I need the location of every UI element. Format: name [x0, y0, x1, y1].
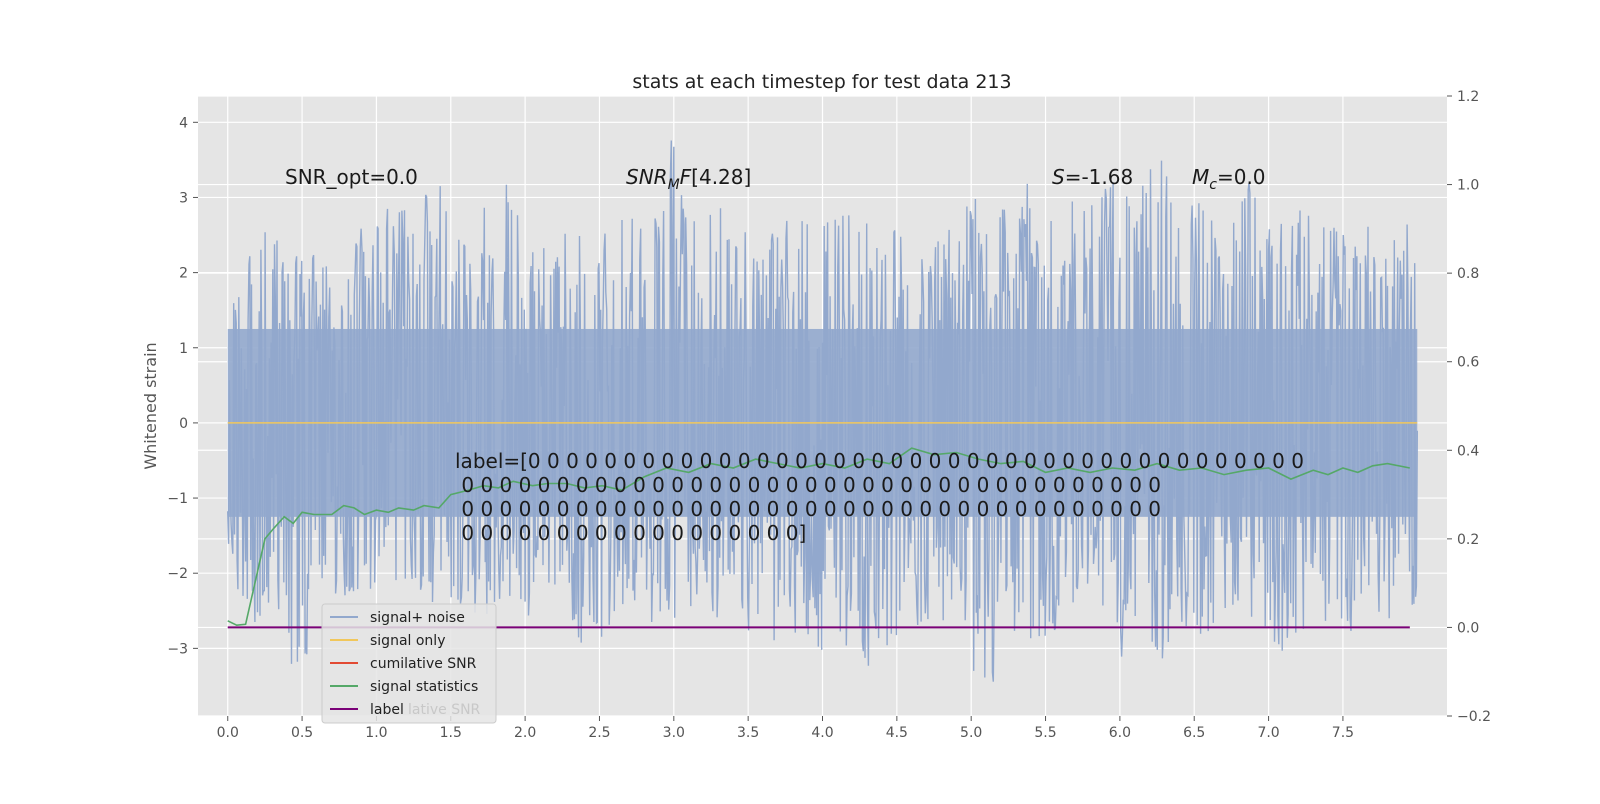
y2-tick-label: 0.6 — [1457, 355, 1479, 371]
x-tick-label: 0.5 — [291, 725, 313, 741]
x-tick-label: 6.0 — [1109, 725, 1131, 741]
y2-tick-label: 0.4 — [1457, 443, 1479, 459]
snr-opt-annotation: SNR_opt=0.0 — [285, 165, 418, 189]
legend-label-cumulative-snr: cumilative SNR — [370, 656, 477, 672]
x-tick-label: 1.0 — [365, 725, 387, 741]
x-tick-label: 0.0 — [217, 725, 239, 741]
snr-mf-annotation: SNRMF[4.28] — [626, 165, 751, 193]
y-tick-label: 4 — [179, 115, 188, 131]
legend-label-signal-statistics: signal statistics — [370, 679, 478, 695]
legend-label-signal-noise: signal+ noise — [370, 610, 465, 626]
legend-ghost-text: lative SNR — [408, 702, 481, 718]
legend-label-signal-only: signal only — [370, 633, 445, 649]
label-array-line-2: 0 0 0 0 0 0 0 0 0 0 0 0 0 0 0 0 0 0 0 0 … — [455, 473, 1161, 497]
y2-axis-ticks: −0.2 0.0 0.2 0.4 0.6 0.8 1.0 1.2 — [1447, 89, 1491, 725]
x-tick-label: 6.5 — [1183, 725, 1205, 741]
s-value: =-1.68 — [1065, 165, 1134, 189]
y2-tick-label: 1.0 — [1457, 178, 1479, 194]
label-array-line-4: 0 0 0 0 0 0 0 0 0 0 0 0 0 0 0 0 0 0] — [455, 521, 806, 545]
x-tick-label: 7.0 — [1257, 725, 1279, 741]
x-tick-label: 2.0 — [514, 725, 536, 741]
y2-tick-label: 0.8 — [1457, 266, 1479, 282]
y-tick-label: 3 — [179, 190, 188, 206]
signal-statistics-line — [227, 447, 1410, 627]
y-tick-label: 2 — [179, 266, 188, 282]
x-tick-label: 3.0 — [663, 725, 685, 741]
y2-tick-label: 0.0 — [1457, 620, 1479, 636]
x-axis-ticks: 0.0 0.5 1.0 1.5 2.0 2.5 3.0 3.5 4.0 4.5 5.0 5.5 6.0 6… — [217, 716, 1354, 741]
x-tick-label: 1.5 — [440, 725, 462, 741]
y-tick-label: −3 — [167, 641, 188, 657]
y-tick-label: −2 — [167, 566, 188, 582]
x-tick-label: 7.5 — [1332, 725, 1354, 741]
mc-value: =0.0 — [1217, 165, 1266, 189]
y-tick-label: 0 — [179, 416, 188, 432]
legend-label-label: label — [370, 702, 404, 718]
label-array-line-3: 0 0 0 0 0 0 0 0 0 0 0 0 0 0 0 0 0 0 0 0 … — [455, 497, 1161, 521]
y-tick-label: 1 — [179, 341, 188, 357]
legend: signal+ noise signal only cumilative SNR… — [321, 603, 497, 724]
x-tick-label: 4.5 — [886, 725, 908, 741]
x-tick-label: 4.0 — [811, 725, 833, 741]
x-tick-label: 2.5 — [588, 725, 610, 741]
snr-mf-value: [4.28] — [691, 165, 751, 189]
x-tick-label: 5.0 — [960, 725, 982, 741]
s-annotation: S=-1.68 — [1052, 165, 1133, 189]
y-tick-label: −1 — [167, 491, 188, 507]
y2-tick-label: 0.2 — [1457, 532, 1479, 548]
y2-tick-label: 1.2 — [1457, 89, 1479, 105]
signal-noise-line — [227, 140, 1418, 682]
label-array-line-1: label=[0 0 0 0 0 0 0 0 0 0 0 0 0 0 0 0 0… — [455, 449, 1304, 473]
chart-title: stats at each timestep for test data 213 — [632, 71, 1011, 93]
x-tick-label: 5.5 — [1034, 725, 1056, 741]
y2-tick-label: −0.2 — [1457, 709, 1491, 725]
x-tick-label: 3.5 — [737, 725, 759, 741]
y-axis-label: Whitened strain — [141, 342, 160, 469]
y-axis-ticks: −3 −2 −1 0 1 2 3 4 — [167, 115, 198, 657]
mc-annotation: Mc=0.0 — [1192, 165, 1266, 193]
legend-box — [321, 603, 497, 724]
